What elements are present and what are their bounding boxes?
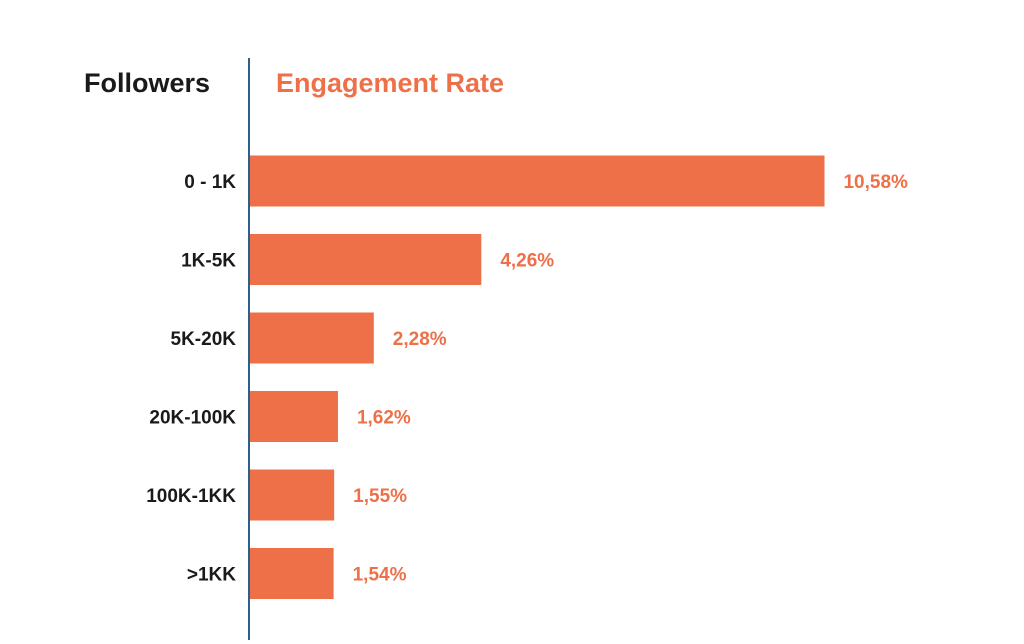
- value-label-1: 4,26%: [500, 251, 554, 272]
- category-label-5: >1KK: [187, 565, 236, 586]
- bar-3: [250, 391, 338, 442]
- engagement-rate-header: Engagement Rate: [276, 68, 505, 98]
- value-label-3: 1,62%: [357, 408, 411, 429]
- value-label-5: 1,54%: [353, 565, 407, 586]
- followers-header: Followers: [84, 68, 211, 98]
- bar-1: [250, 234, 482, 285]
- category-label-0: 0 - 1K: [184, 172, 236, 193]
- bar-4: [250, 469, 335, 521]
- category-label-1: 1K-5K: [181, 251, 236, 272]
- bars-group: 0 - 1K 10,58% 1K-5K 4,26% 5K-20K 2,28% 20K-100…: [146, 155, 908, 599]
- bar-5: [250, 548, 334, 599]
- bar-0: [250, 155, 825, 207]
- category-label-4: 100K-1KK: [146, 486, 236, 507]
- value-label-2: 2,28%: [393, 329, 447, 350]
- category-label-3: 20K-100K: [149, 408, 236, 429]
- bar-2: [250, 312, 374, 364]
- value-label-0: 10,58%: [843, 172, 908, 193]
- category-label-2: 5K-20K: [171, 329, 237, 350]
- value-label-4: 1,55%: [353, 486, 407, 507]
